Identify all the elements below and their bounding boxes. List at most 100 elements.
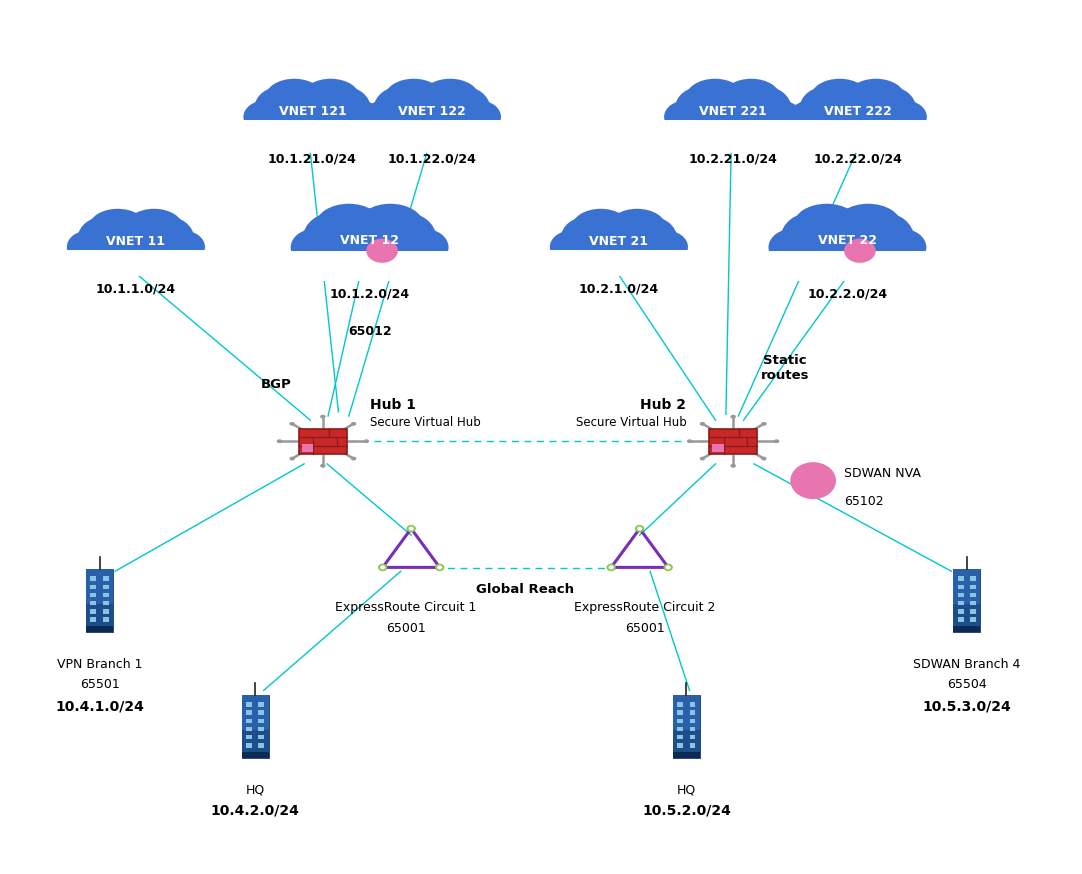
FancyBboxPatch shape (259, 702, 264, 707)
FancyBboxPatch shape (91, 585, 96, 589)
Text: Global Reach: Global Reach (476, 583, 575, 596)
FancyBboxPatch shape (958, 617, 964, 621)
FancyBboxPatch shape (677, 735, 684, 739)
Ellipse shape (78, 216, 136, 260)
Ellipse shape (357, 204, 424, 246)
Text: 65504: 65504 (947, 678, 987, 690)
Ellipse shape (858, 86, 916, 130)
Ellipse shape (437, 565, 443, 570)
Ellipse shape (254, 86, 313, 130)
Ellipse shape (687, 440, 692, 443)
FancyBboxPatch shape (689, 718, 696, 723)
FancyBboxPatch shape (103, 585, 108, 589)
Text: VNET 121: VNET 121 (278, 105, 346, 117)
Text: 10.2.22.0/24: 10.2.22.0/24 (814, 152, 902, 165)
Text: VPN Branch 1: VPN Branch 1 (56, 657, 143, 670)
FancyBboxPatch shape (764, 251, 931, 281)
Ellipse shape (277, 440, 282, 443)
Ellipse shape (407, 525, 415, 532)
Text: 10.1.2.0/24: 10.1.2.0/24 (330, 288, 410, 301)
Text: 65001: 65001 (625, 621, 664, 635)
Text: ExpressRoute Circuit 2: ExpressRoute Circuit 2 (575, 600, 715, 614)
FancyBboxPatch shape (247, 727, 252, 732)
FancyBboxPatch shape (103, 576, 108, 581)
Ellipse shape (370, 212, 436, 263)
FancyBboxPatch shape (689, 735, 696, 739)
Ellipse shape (313, 86, 371, 130)
Text: 65102: 65102 (844, 495, 884, 508)
Text: 10.1.1.0/24: 10.1.1.0/24 (96, 282, 176, 295)
FancyBboxPatch shape (969, 585, 976, 589)
Text: VNET 122: VNET 122 (398, 105, 466, 117)
FancyBboxPatch shape (673, 752, 700, 758)
Ellipse shape (392, 86, 472, 142)
Ellipse shape (665, 565, 671, 570)
FancyBboxPatch shape (242, 752, 268, 758)
FancyBboxPatch shape (103, 593, 108, 597)
Text: VNET 11: VNET 11 (106, 234, 166, 247)
FancyBboxPatch shape (969, 601, 976, 606)
FancyBboxPatch shape (259, 743, 264, 747)
FancyBboxPatch shape (63, 250, 209, 276)
Ellipse shape (768, 229, 818, 267)
FancyBboxPatch shape (673, 695, 700, 730)
Text: 10.4.1.0/24: 10.4.1.0/24 (55, 699, 144, 713)
Text: HQ: HQ (677, 783, 696, 796)
Ellipse shape (675, 86, 734, 130)
FancyBboxPatch shape (953, 569, 980, 604)
Text: 10.1.22.0/24: 10.1.22.0/24 (387, 152, 476, 165)
Text: 10.4.2.0/24: 10.4.2.0/24 (211, 804, 300, 818)
FancyBboxPatch shape (259, 711, 264, 715)
Text: VNET 22: VNET 22 (818, 234, 876, 247)
Ellipse shape (316, 204, 382, 246)
Ellipse shape (607, 564, 616, 571)
Ellipse shape (876, 229, 926, 267)
Ellipse shape (161, 231, 204, 263)
Text: 65501: 65501 (80, 678, 119, 690)
Ellipse shape (730, 415, 736, 419)
FancyBboxPatch shape (91, 609, 96, 614)
Ellipse shape (338, 101, 382, 134)
Ellipse shape (723, 79, 780, 116)
FancyBboxPatch shape (660, 120, 806, 146)
Ellipse shape (265, 79, 324, 116)
Ellipse shape (303, 212, 370, 263)
FancyBboxPatch shape (786, 120, 931, 146)
Ellipse shape (320, 415, 326, 419)
FancyBboxPatch shape (287, 251, 452, 281)
Ellipse shape (758, 101, 802, 134)
FancyBboxPatch shape (247, 718, 252, 723)
FancyBboxPatch shape (710, 429, 756, 454)
Ellipse shape (645, 231, 688, 263)
Text: SDWAN NVA: SDWAN NVA (844, 468, 921, 481)
Ellipse shape (847, 79, 905, 116)
Ellipse shape (790, 462, 836, 499)
FancyBboxPatch shape (958, 576, 964, 581)
Ellipse shape (432, 86, 490, 130)
Ellipse shape (619, 216, 677, 260)
FancyBboxPatch shape (247, 743, 252, 747)
FancyBboxPatch shape (91, 576, 96, 581)
Text: 10.1.21.0/24: 10.1.21.0/24 (268, 152, 357, 165)
Ellipse shape (550, 231, 593, 263)
FancyBboxPatch shape (689, 702, 696, 707)
Ellipse shape (844, 239, 875, 263)
Text: 65012: 65012 (347, 325, 392, 338)
FancyBboxPatch shape (677, 718, 684, 723)
Text: VNET 21: VNET 21 (590, 234, 648, 247)
Ellipse shape (793, 204, 860, 246)
Ellipse shape (324, 212, 415, 276)
Text: Static
routes: Static routes (761, 355, 809, 383)
FancyBboxPatch shape (87, 569, 113, 632)
Text: 10.5.3.0/24: 10.5.3.0/24 (923, 699, 1012, 713)
Ellipse shape (734, 86, 791, 130)
Text: 10.2.21.0/24: 10.2.21.0/24 (689, 152, 778, 165)
Ellipse shape (302, 79, 359, 116)
Text: HQ: HQ (246, 783, 265, 796)
FancyBboxPatch shape (91, 617, 96, 621)
Ellipse shape (291, 229, 341, 267)
FancyBboxPatch shape (87, 626, 113, 632)
Ellipse shape (637, 526, 643, 531)
Ellipse shape (686, 79, 744, 116)
Text: 10.5.2.0/24: 10.5.2.0/24 (642, 804, 730, 818)
